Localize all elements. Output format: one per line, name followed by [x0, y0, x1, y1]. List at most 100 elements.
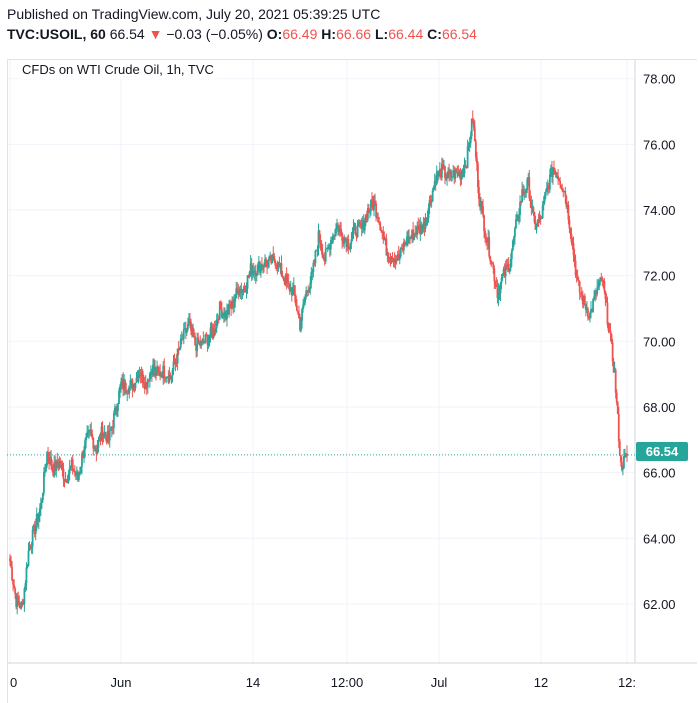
- candle-body: [432, 186, 435, 191]
- candle-body: [610, 334, 613, 343]
- candle-body: [444, 166, 446, 178]
- candle-body: [272, 254, 275, 256]
- candle-body: [601, 277, 604, 281]
- candle-body: [518, 214, 520, 220]
- candle-body: [208, 336, 211, 339]
- candle-body: [317, 230, 320, 249]
- candle-body: [309, 282, 312, 290]
- candle-body: [493, 268, 496, 282]
- candle-body: [377, 217, 380, 223]
- candle-body: [92, 437, 95, 449]
- candle-body: [57, 465, 60, 468]
- candle-body: [104, 431, 107, 436]
- candle-body: [153, 364, 155, 371]
- candle-body: [107, 430, 110, 441]
- candle-body: [618, 441, 621, 455]
- y-tick-label: 74.00: [643, 203, 676, 218]
- candle-body: [298, 313, 300, 319]
- candle-body: [418, 226, 421, 234]
- candle-body: [458, 171, 461, 177]
- candle-body: [464, 164, 467, 167]
- candle-body: [391, 257, 394, 262]
- candle-body: [325, 248, 328, 250]
- x-tick-label: 12: [534, 675, 548, 690]
- candle-body: [278, 262, 281, 267]
- candle-body: [165, 377, 168, 379]
- candle-body: [209, 327, 212, 337]
- candle-body: [457, 172, 460, 177]
- candle-body: [135, 377, 138, 383]
- candle-body: [543, 195, 546, 202]
- candle-body: [447, 171, 449, 178]
- candle-body: [495, 284, 498, 287]
- candle-body: [615, 392, 618, 403]
- candle-body: [500, 278, 503, 283]
- candle-body: [161, 374, 164, 379]
- candle-body: [14, 588, 17, 594]
- candle-body: [146, 379, 149, 388]
- candle-body: [250, 263, 253, 275]
- candle-body: [66, 481, 69, 484]
- candle-body: [234, 298, 237, 303]
- candle-body: [327, 245, 330, 248]
- symbol-label[interactable]: TVC:USOIL, 60: [7, 26, 106, 42]
- candle-body: [36, 514, 39, 522]
- y-tick-label: 62.00: [643, 597, 676, 612]
- candle-body: [120, 381, 122, 386]
- candle-body: [248, 271, 251, 277]
- candle-body: [520, 201, 522, 203]
- candle-body: [11, 566, 13, 581]
- candle-body: [246, 275, 249, 289]
- candle-body: [96, 447, 99, 454]
- candle-body: [43, 472, 45, 493]
- candle-body: [409, 236, 411, 239]
- candle-body: [171, 370, 174, 376]
- candle-body: [490, 261, 493, 264]
- candle-body: [172, 361, 175, 371]
- candle-body: [483, 215, 485, 231]
- candle-body: [394, 258, 397, 263]
- candle-body: [527, 177, 530, 180]
- candle-body: [262, 264, 264, 267]
- candle-body: [285, 274, 288, 282]
- candle-body: [359, 224, 362, 226]
- candle-body: [581, 294, 584, 305]
- candle-body: [55, 460, 58, 471]
- candle-body: [314, 250, 317, 264]
- candle-body: [429, 200, 432, 202]
- candle-body: [462, 171, 465, 174]
- candle-body: [465, 166, 468, 169]
- candle-body: [463, 164, 466, 174]
- candle-body: [131, 380, 134, 390]
- candle-body: [93, 446, 96, 449]
- candle-body: [64, 479, 67, 481]
- candle-body: [283, 279, 286, 284]
- candle-body: [481, 201, 483, 207]
- candle-body: [438, 168, 441, 171]
- candle-body: [346, 238, 349, 247]
- candle-body: [406, 236, 408, 246]
- candle-body: [79, 471, 81, 475]
- candle-body: [316, 248, 319, 251]
- candle-body: [25, 567, 28, 584]
- candle-body: [249, 263, 252, 272]
- candle-body: [38, 508, 41, 515]
- candle-body: [624, 454, 626, 457]
- candle-body: [482, 206, 484, 216]
- candle-body: [162, 365, 165, 379]
- y-tick-label: 76.00: [643, 137, 676, 152]
- price-chart[interactable]: 78.00 76.00 74.00 72.00 70.00 68.00 66.00 64.00…: [7, 59, 697, 703]
- candle-body: [40, 499, 43, 503]
- candle-body: [580, 293, 583, 295]
- last-price-badge: 66.54: [636, 442, 688, 461]
- candle-body: [435, 171, 438, 185]
- candle-body: [108, 429, 111, 441]
- candle-body: [106, 430, 109, 443]
- candle-body: [301, 309, 303, 322]
- candle-body: [32, 525, 35, 530]
- candle-body: [242, 288, 245, 291]
- candle-body: [69, 466, 72, 468]
- candle-body: [119, 385, 121, 391]
- candle-body: [315, 250, 318, 252]
- candle-body: [484, 230, 486, 237]
